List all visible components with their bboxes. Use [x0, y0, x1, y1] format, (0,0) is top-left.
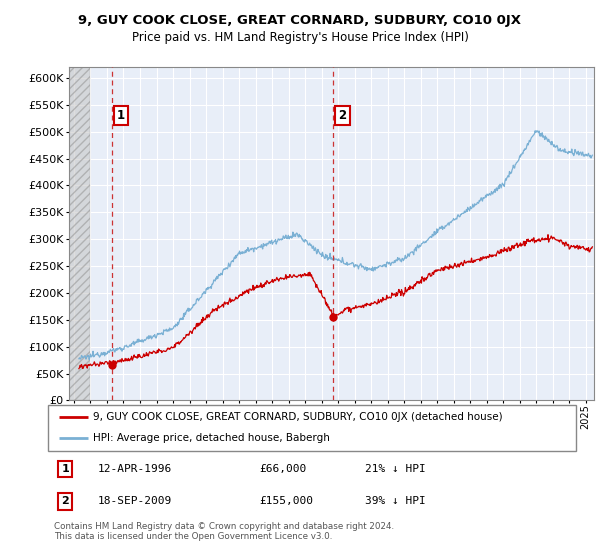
- Text: HPI: Average price, detached house, Babergh: HPI: Average price, detached house, Babe…: [93, 433, 330, 444]
- Text: £155,000: £155,000: [259, 496, 313, 506]
- Text: 2: 2: [338, 109, 347, 122]
- Text: 39% ↓ HPI: 39% ↓ HPI: [365, 496, 425, 506]
- Text: 18-SEP-2009: 18-SEP-2009: [98, 496, 172, 506]
- Text: 1: 1: [61, 464, 69, 474]
- Text: £66,000: £66,000: [259, 464, 307, 474]
- Text: 1: 1: [116, 109, 125, 122]
- Text: 21% ↓ HPI: 21% ↓ HPI: [365, 464, 425, 474]
- Text: 12-APR-1996: 12-APR-1996: [98, 464, 172, 474]
- Text: Price paid vs. HM Land Registry's House Price Index (HPI): Price paid vs. HM Land Registry's House …: [131, 31, 469, 44]
- Text: 9, GUY COOK CLOSE, GREAT CORNARD, SUDBURY, CO10 0JX (detached house): 9, GUY COOK CLOSE, GREAT CORNARD, SUDBUR…: [93, 412, 503, 422]
- Bar: [69, 67, 91, 400]
- Text: 9, GUY COOK CLOSE, GREAT CORNARD, SUDBURY, CO10 0JX: 9, GUY COOK CLOSE, GREAT CORNARD, SUDBUR…: [79, 14, 521, 27]
- Text: 2: 2: [61, 496, 69, 506]
- Text: Contains HM Land Registry data © Crown copyright and database right 2024.
This d: Contains HM Land Registry data © Crown c…: [54, 522, 394, 542]
